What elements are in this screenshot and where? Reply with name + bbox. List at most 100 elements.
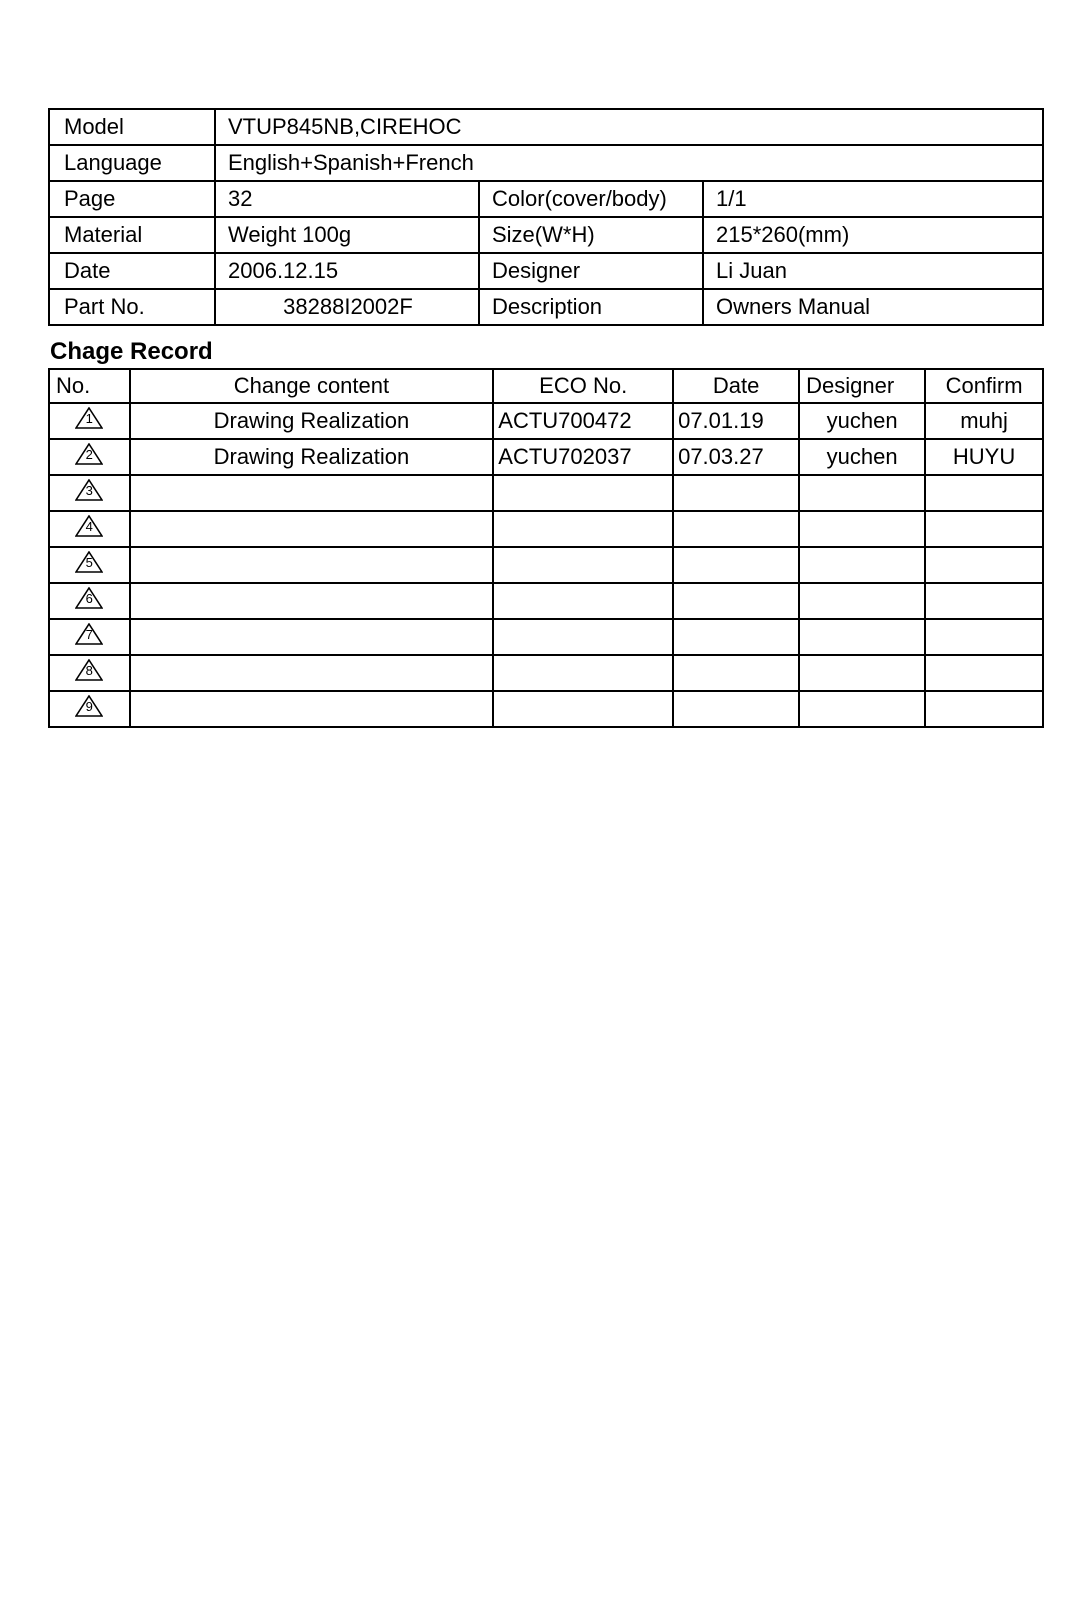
row-confirm bbox=[925, 619, 1043, 655]
triangle-icon: 9 bbox=[75, 695, 103, 717]
row-eco bbox=[493, 475, 673, 511]
triangle-icon: 4 bbox=[75, 515, 103, 537]
row-no: 3 bbox=[49, 475, 130, 511]
row-content bbox=[130, 547, 494, 583]
row-designer bbox=[799, 547, 925, 583]
row-no-number: 4 bbox=[75, 520, 103, 534]
row-no-number: 9 bbox=[75, 700, 103, 714]
row-confirm bbox=[925, 475, 1043, 511]
row-eco bbox=[493, 655, 673, 691]
partno-value: 38288I2002F bbox=[215, 289, 479, 325]
row-designer bbox=[799, 511, 925, 547]
partno-label: Part No. bbox=[49, 289, 215, 325]
row-content bbox=[130, 475, 494, 511]
row-no: 5 bbox=[49, 547, 130, 583]
color-label: Color(cover/body) bbox=[479, 181, 703, 217]
row-no-number: 2 bbox=[75, 448, 103, 462]
row-no: 2 bbox=[49, 439, 130, 475]
header-confirm: Confirm bbox=[925, 369, 1043, 403]
row-no-number: 1 bbox=[75, 412, 103, 426]
table-row: 3 bbox=[49, 475, 1043, 511]
triangle-icon: 6 bbox=[75, 587, 103, 609]
row-eco bbox=[493, 619, 673, 655]
model-label: Model bbox=[49, 109, 215, 145]
triangle-icon: 2 bbox=[75, 443, 103, 465]
description-value: Owners Manual bbox=[703, 289, 1043, 325]
row-content bbox=[130, 511, 494, 547]
table-row: 1 Drawing RealizationACTU70047207.01.19yu… bbox=[49, 403, 1043, 439]
row-date bbox=[673, 511, 799, 547]
table-row: 8 bbox=[49, 655, 1043, 691]
table-row: 2 Drawing RealizationACTU70203707.03.27yu… bbox=[49, 439, 1043, 475]
row-eco: ACTU700472 bbox=[493, 403, 673, 439]
change-header-row: No. Change content ECO No. Date Designer… bbox=[49, 369, 1043, 403]
row-date bbox=[673, 583, 799, 619]
row-date bbox=[673, 655, 799, 691]
row-no-number: 3 bbox=[75, 484, 103, 498]
row-eco bbox=[493, 691, 673, 727]
table-row: 4 bbox=[49, 511, 1043, 547]
header-no: No. bbox=[49, 369, 130, 403]
row-designer bbox=[799, 691, 925, 727]
row-date bbox=[673, 619, 799, 655]
page-label: Page bbox=[49, 181, 215, 217]
triangle-icon: 5 bbox=[75, 551, 103, 573]
header-designer: Designer bbox=[799, 369, 925, 403]
table-row: 5 bbox=[49, 547, 1043, 583]
row-date bbox=[673, 475, 799, 511]
row-confirm bbox=[925, 511, 1043, 547]
header-eco: ECO No. bbox=[493, 369, 673, 403]
row-designer bbox=[799, 619, 925, 655]
row-content bbox=[130, 619, 494, 655]
row-no: 6 bbox=[49, 583, 130, 619]
info-table: Model VTUP845NB,CIREHOC Language English… bbox=[48, 108, 1044, 326]
row-content bbox=[130, 655, 494, 691]
date-value: 2006.12.15 bbox=[215, 253, 479, 289]
triangle-icon: 1 bbox=[75, 407, 103, 429]
row-no-number: 8 bbox=[75, 664, 103, 678]
row-designer bbox=[799, 655, 925, 691]
row-no: 4 bbox=[49, 511, 130, 547]
color-value: 1/1 bbox=[703, 181, 1043, 217]
triangle-icon: 7 bbox=[75, 623, 103, 645]
size-label: Size(W*H) bbox=[479, 217, 703, 253]
row-designer: yuchen bbox=[799, 439, 925, 475]
row-confirm bbox=[925, 547, 1043, 583]
description-label: Description bbox=[479, 289, 703, 325]
row-no: 8 bbox=[49, 655, 130, 691]
table-row: 7 bbox=[49, 619, 1043, 655]
row-confirm bbox=[925, 691, 1043, 727]
row-no-number: 7 bbox=[75, 628, 103, 642]
row-date bbox=[673, 547, 799, 583]
row-confirm bbox=[925, 655, 1043, 691]
row-eco: ACTU702037 bbox=[493, 439, 673, 475]
row-content: Drawing Realization bbox=[130, 439, 494, 475]
date-label: Date bbox=[49, 253, 215, 289]
row-content bbox=[130, 583, 494, 619]
row-designer: yuchen bbox=[799, 403, 925, 439]
change-record-title: Chage Record bbox=[50, 338, 1044, 366]
size-value: 215*260(mm) bbox=[703, 217, 1043, 253]
row-confirm bbox=[925, 583, 1043, 619]
header-content: Change content bbox=[130, 369, 494, 403]
row-no: 7 bbox=[49, 619, 130, 655]
language-label: Language bbox=[49, 145, 215, 181]
language-value: English+Spanish+French bbox=[215, 145, 1043, 181]
material-label: Material bbox=[49, 217, 215, 253]
row-eco bbox=[493, 583, 673, 619]
designer-value: Li Juan bbox=[703, 253, 1043, 289]
page-value: 32 bbox=[215, 181, 479, 217]
table-row: 9 bbox=[49, 691, 1043, 727]
triangle-icon: 8 bbox=[75, 659, 103, 681]
row-date: 07.01.19 bbox=[673, 403, 799, 439]
row-date bbox=[673, 691, 799, 727]
row-date: 07.03.27 bbox=[673, 439, 799, 475]
row-confirm: HUYU bbox=[925, 439, 1043, 475]
designer-label: Designer bbox=[479, 253, 703, 289]
row-designer bbox=[799, 583, 925, 619]
row-designer bbox=[799, 475, 925, 511]
row-no-number: 6 bbox=[75, 592, 103, 606]
change-record-table: No. Change content ECO No. Date Designer… bbox=[48, 368, 1044, 728]
row-content: Drawing Realization bbox=[130, 403, 494, 439]
row-eco bbox=[493, 511, 673, 547]
